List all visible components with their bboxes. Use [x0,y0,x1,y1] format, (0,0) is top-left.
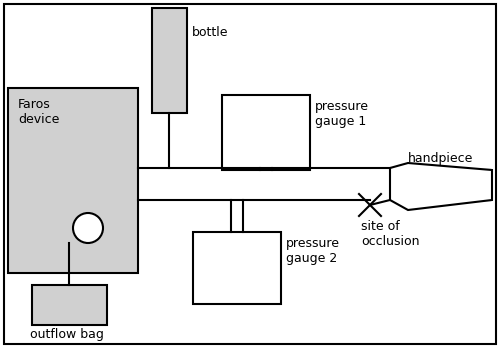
Bar [32,285,107,325]
Text: Faros
device: Faros device [18,98,59,126]
Text: outflow bag: outflow bag [30,328,104,341]
Text: pressure
gauge 2: pressure gauge 2 [286,237,340,265]
Text: handpiece: handpiece [408,152,474,165]
Polygon shape [390,163,492,210]
Bar [410,170,490,200]
Bar [193,232,281,304]
Bar [152,8,187,113]
Bar [222,95,310,170]
Text: site of
occlusion: site of occlusion [361,220,420,248]
Circle shape [73,213,103,243]
Text: bottle: bottle [192,26,228,39]
Text: pressure
gauge 1: pressure gauge 1 [315,100,369,128]
Bar [8,88,138,273]
